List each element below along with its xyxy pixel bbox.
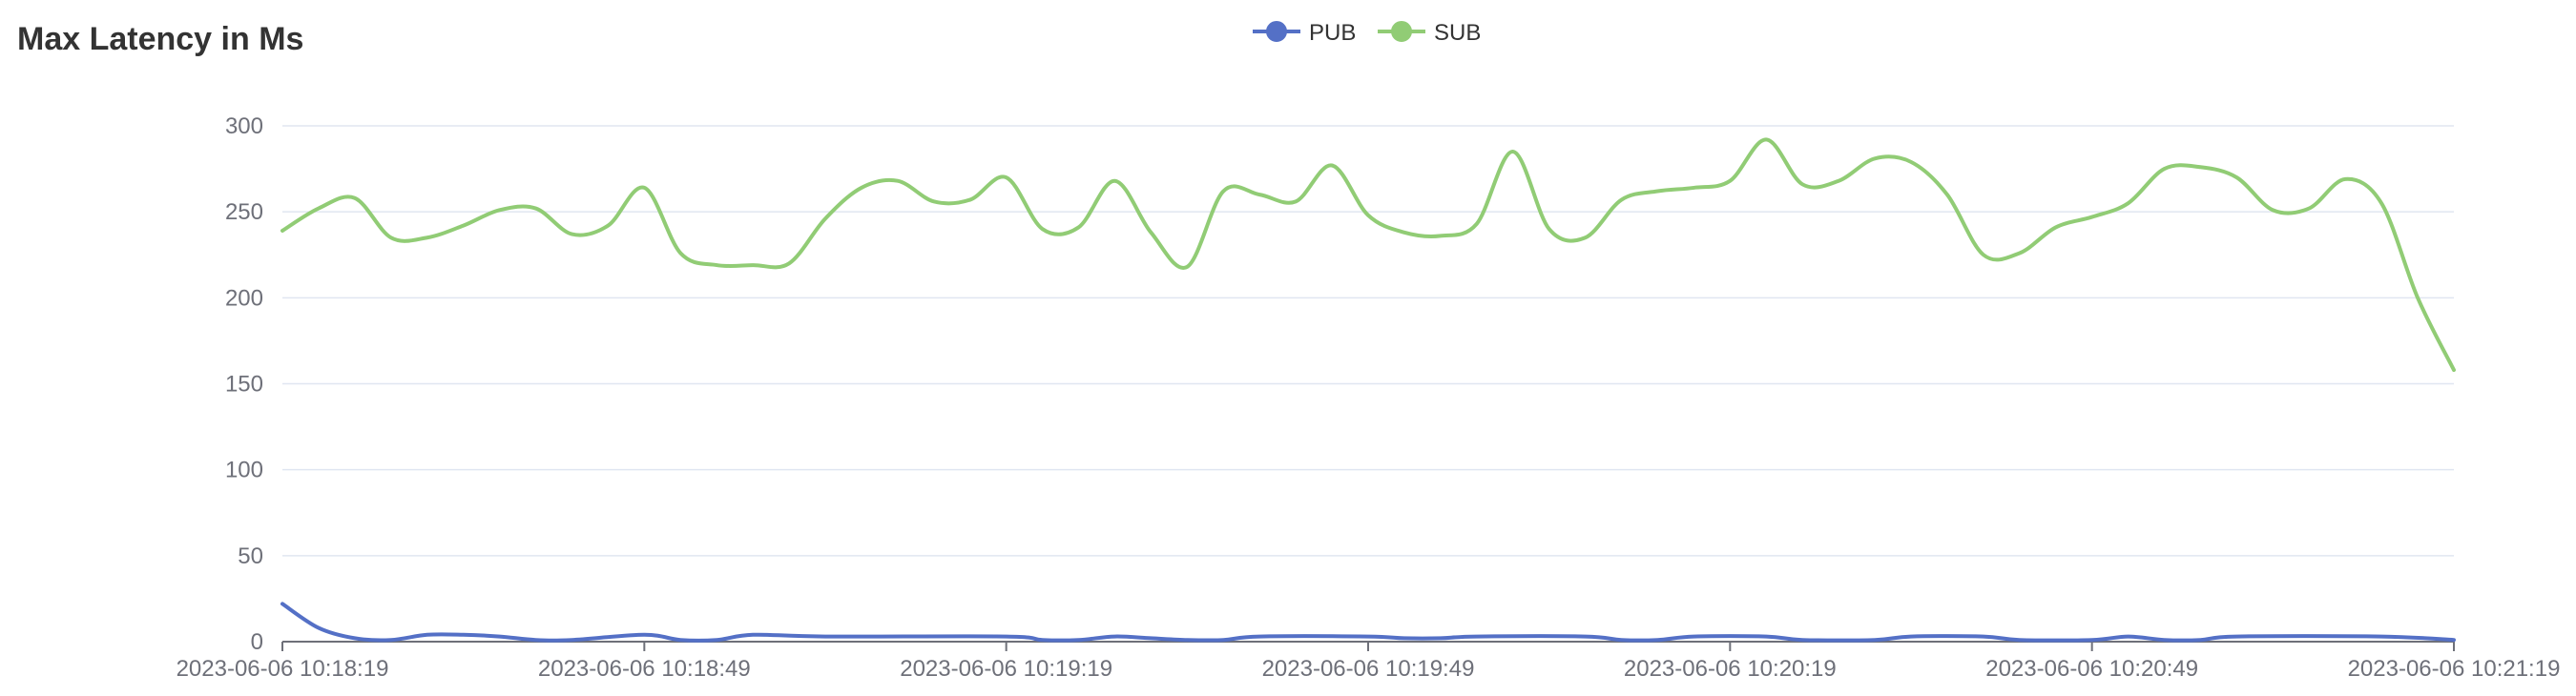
legend-sub-label: SUB xyxy=(1434,20,1481,46)
chart-title: Max Latency in Ms xyxy=(17,21,303,57)
y-tick-label-100: 100 xyxy=(225,458,263,483)
legend-sub-marker xyxy=(1391,21,1412,42)
grid-lines xyxy=(282,125,2454,557)
y-axis: 0 50 100 150 200 250 300 xyxy=(225,113,263,655)
y-tick-label-50: 50 xyxy=(238,543,263,569)
x-tick-label-0: 2023-06-06 10:18:19 xyxy=(177,656,389,682)
legend[interactable]: PUB SUB xyxy=(1253,20,1481,46)
x-tick-label-4: 2023-06-06 10:20:19 xyxy=(1624,656,1837,682)
y-tick-label-0: 0 xyxy=(251,629,263,655)
y-tick-label-250: 250 xyxy=(225,199,263,225)
series-line-pub xyxy=(280,602,2456,643)
legend-pub-marker xyxy=(1266,21,1287,42)
series-line-sub xyxy=(280,137,2456,373)
legend-item-pub[interactable]: PUB xyxy=(1253,20,1356,46)
x-tick-label-2: 2023-06-06 10:19:19 xyxy=(900,656,1112,682)
series-lines xyxy=(280,137,2456,643)
y-tick-label-300: 300 xyxy=(225,113,263,139)
y-tick-label-200: 200 xyxy=(225,285,263,311)
y-tick-label-150: 150 xyxy=(225,372,263,398)
x-tick-label-5: 2023-06-06 10:20:49 xyxy=(1985,656,2198,682)
x-tick-label-3: 2023-06-06 10:19:49 xyxy=(1262,656,1475,682)
x-tick-label-1: 2023-06-06 10:18:49 xyxy=(538,656,751,682)
legend-item-sub[interactable]: SUB xyxy=(1378,20,1481,46)
x-axis: 2023-06-06 10:18:19 2023-06-06 10:18:49 20… xyxy=(177,641,2561,682)
legend-pub-label: PUB xyxy=(1309,20,1356,46)
x-tick-label-6: 2023-06-06 10:21:19 xyxy=(2348,656,2561,682)
